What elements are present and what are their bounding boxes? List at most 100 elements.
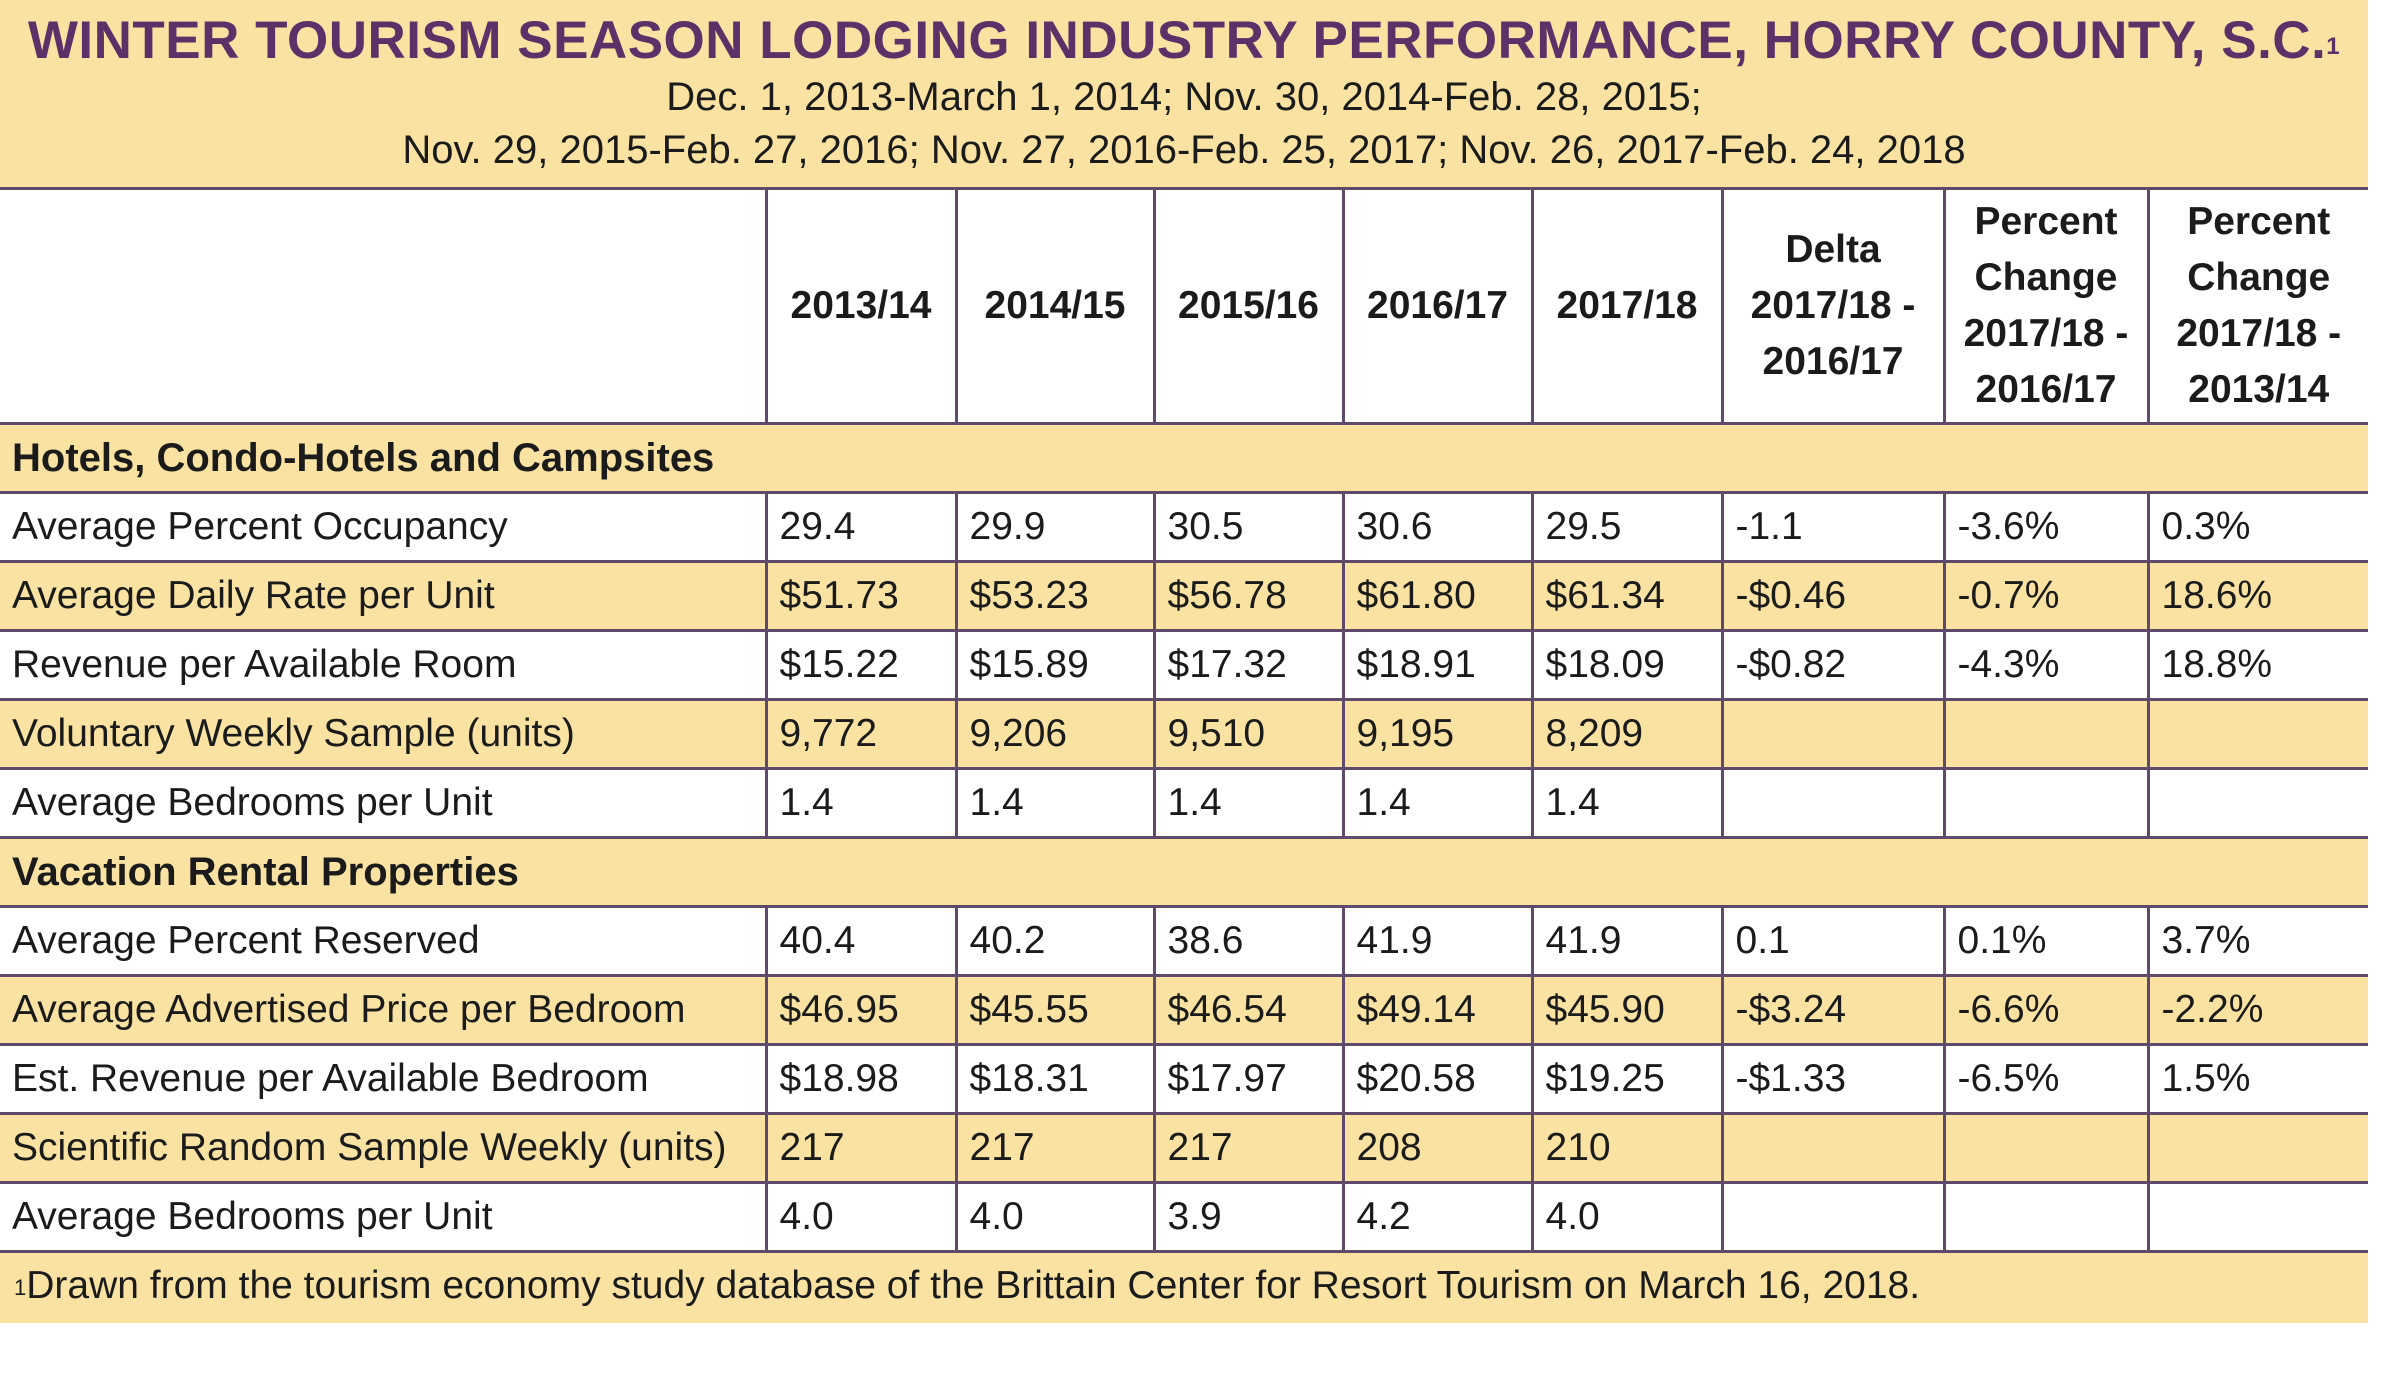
table-cell: $18.09 bbox=[1530, 629, 1724, 701]
subtitle-line-2: Nov. 29, 2015-Feb. 27, 2016; Nov. 27, 20… bbox=[402, 128, 1966, 172]
column-header: Percent Change 2017/18 - 2013/14 bbox=[2146, 187, 2368, 425]
row-label: Average Percent Occupancy bbox=[0, 491, 768, 563]
title-footnote-mark: 1 bbox=[2326, 33, 2341, 60]
table-row: Est. Revenue per Available Bedroom $18.98… bbox=[0, 1043, 2368, 1115]
table-cell: -3.6% bbox=[1942, 491, 2150, 563]
table-cell: $46.54 bbox=[1152, 974, 1345, 1046]
table-cell: -2.2% bbox=[2146, 974, 2368, 1046]
row-label: Average Daily Rate per Unit bbox=[0, 560, 768, 632]
table-cell: 3.9 bbox=[1152, 1181, 1345, 1253]
table-cell: 0.3% bbox=[2146, 491, 2368, 563]
table-cell: $45.55 bbox=[954, 974, 1156, 1046]
column-header: 2015/16 bbox=[1152, 187, 1345, 425]
table-cell bbox=[1720, 698, 1946, 770]
table-cell: $17.32 bbox=[1152, 629, 1345, 701]
table-cell: 4.0 bbox=[764, 1181, 958, 1253]
column-header-row: 2013/14 2014/15 2015/16 2016/17 2017/18 … bbox=[0, 187, 2368, 425]
lodging-performance-table-figure: WINTER TOURISM SEASON LODGING INDUSTRY P… bbox=[0, 0, 2368, 1323]
table-cell: 30.6 bbox=[1341, 491, 1534, 563]
table-cell bbox=[1942, 767, 2150, 839]
footnote-text: Drawn from the tourism economy study dat… bbox=[26, 1264, 1921, 1307]
table-cell bbox=[1942, 1112, 2150, 1184]
table-cell: -$0.46 bbox=[1720, 560, 1946, 632]
table-cell: -6.6% bbox=[1942, 974, 2150, 1046]
table-cell: $46.95 bbox=[764, 974, 958, 1046]
table-cell: -$1.33 bbox=[1720, 1043, 1946, 1115]
table-cell: 1.4 bbox=[764, 767, 958, 839]
table-cell: 9,206 bbox=[954, 698, 1156, 770]
table-cell: 29.5 bbox=[1530, 491, 1724, 563]
table-cell: $19.25 bbox=[1530, 1043, 1724, 1115]
table-cell bbox=[1720, 767, 1946, 839]
table-cell: 1.4 bbox=[1341, 767, 1534, 839]
section-title: Vacation Rental Properties bbox=[0, 836, 2368, 908]
table-row: Average Daily Rate per Unit $51.73 $53.23 $… bbox=[0, 560, 2368, 632]
section-header-row: Vacation Rental Properties bbox=[0, 836, 2368, 908]
table-cell bbox=[2146, 1112, 2368, 1184]
column-header: 2013/14 bbox=[764, 187, 958, 425]
table-cell: $15.22 bbox=[764, 629, 958, 701]
table-cell bbox=[2146, 1181, 2368, 1253]
table-body: Hotels, Condo-Hotels and Campsites Averag… bbox=[0, 422, 2368, 1253]
column-header: 2017/18 bbox=[1530, 187, 1724, 425]
table-header-banner: WINTER TOURISM SEASON LODGING INDUSTRY P… bbox=[0, 0, 2368, 187]
table-cell: 38.6 bbox=[1152, 905, 1345, 977]
table-cell: -6.5% bbox=[1942, 1043, 2150, 1115]
column-header bbox=[0, 187, 768, 425]
table-cell: 40.4 bbox=[764, 905, 958, 977]
footnote-mark: 1 bbox=[14, 1275, 27, 1300]
table-cell: -1.1 bbox=[1720, 491, 1946, 563]
table-cell: 4.2 bbox=[1341, 1181, 1534, 1253]
table-row: Average Percent Occupancy 29.4 29.9 30.5 30.… bbox=[0, 491, 2368, 563]
table-cell bbox=[2146, 698, 2368, 770]
table-cell: 9,510 bbox=[1152, 698, 1345, 770]
row-label: Scientific Random Sample Weekly (units) bbox=[0, 1112, 768, 1184]
table-cell: 8,209 bbox=[1530, 698, 1724, 770]
row-label: Average Bedrooms per Unit bbox=[0, 767, 768, 839]
table-cell: 4.0 bbox=[1530, 1181, 1724, 1253]
table-cell: 3.7% bbox=[2146, 905, 2368, 977]
table-cell bbox=[1720, 1181, 1946, 1253]
table-cell: 29.4 bbox=[764, 491, 958, 563]
table-cell: 210 bbox=[1530, 1112, 1724, 1184]
table-cell: 1.4 bbox=[954, 767, 1156, 839]
table-cell: $20.58 bbox=[1341, 1043, 1534, 1115]
table-row: Average Bedrooms per Unit 1.4 1.4 1.4 1.4 1.4 bbox=[0, 767, 2368, 839]
table-cell: -0.7% bbox=[1942, 560, 2150, 632]
footnote: 1Drawn from the tourism economy study da… bbox=[0, 1253, 2368, 1323]
column-header: 2016/17 bbox=[1341, 187, 1534, 425]
table-cell: $18.98 bbox=[764, 1043, 958, 1115]
table-cell: 1.4 bbox=[1152, 767, 1345, 839]
table-cell: $51.73 bbox=[764, 560, 958, 632]
table-cell: $15.89 bbox=[954, 629, 1156, 701]
table-cell: $18.31 bbox=[954, 1043, 1156, 1115]
column-header: 2014/15 bbox=[954, 187, 1156, 425]
row-label: Average Bedrooms per Unit bbox=[0, 1181, 768, 1253]
table-cell: 217 bbox=[1152, 1112, 1345, 1184]
table-cell: 1.5% bbox=[2146, 1043, 2368, 1115]
table-cell: -$3.24 bbox=[1720, 974, 1946, 1046]
table-row: Average Advertised Price per Bedroom $46.… bbox=[0, 974, 2368, 1046]
table-cell: 30.5 bbox=[1152, 491, 1345, 563]
table-row: Average Bedrooms per Unit 4.0 4.0 3.9 4.2 4.0 bbox=[0, 1181, 2368, 1253]
table-cell bbox=[1942, 698, 2150, 770]
table-row: Voluntary Weekly Sample (units) 9,772 9,20… bbox=[0, 698, 2368, 770]
table-cell bbox=[2146, 767, 2368, 839]
data-table: 2013/14 2014/15 2015/16 2016/17 2017/18 … bbox=[0, 187, 2368, 1253]
table-row: Revenue per Available Room $15.22 $15.89 $1… bbox=[0, 629, 2368, 701]
table-cell: 1.4 bbox=[1530, 767, 1724, 839]
table-cell: 217 bbox=[764, 1112, 958, 1184]
table-cell: $61.80 bbox=[1341, 560, 1534, 632]
table-cell: -4.3% bbox=[1942, 629, 2150, 701]
table-row: Average Percent Reserved 40.4 40.2 38.6 41.9… bbox=[0, 905, 2368, 977]
table-cell: $49.14 bbox=[1341, 974, 1534, 1046]
table-title: WINTER TOURISM SEASON LODGING INDUSTRY P… bbox=[0, 0, 2368, 72]
row-label: Average Percent Reserved bbox=[0, 905, 768, 977]
table-row: Scientific Random Sample Weekly (units) 2… bbox=[0, 1112, 2368, 1184]
section-header-row: Hotels, Condo-Hotels and Campsites bbox=[0, 422, 2368, 494]
table-cell bbox=[1720, 1112, 1946, 1184]
table-cell: 208 bbox=[1341, 1112, 1534, 1184]
table-cell: 41.9 bbox=[1341, 905, 1534, 977]
table-cell: 0.1 bbox=[1720, 905, 1946, 977]
table-cell: $45.90 bbox=[1530, 974, 1724, 1046]
